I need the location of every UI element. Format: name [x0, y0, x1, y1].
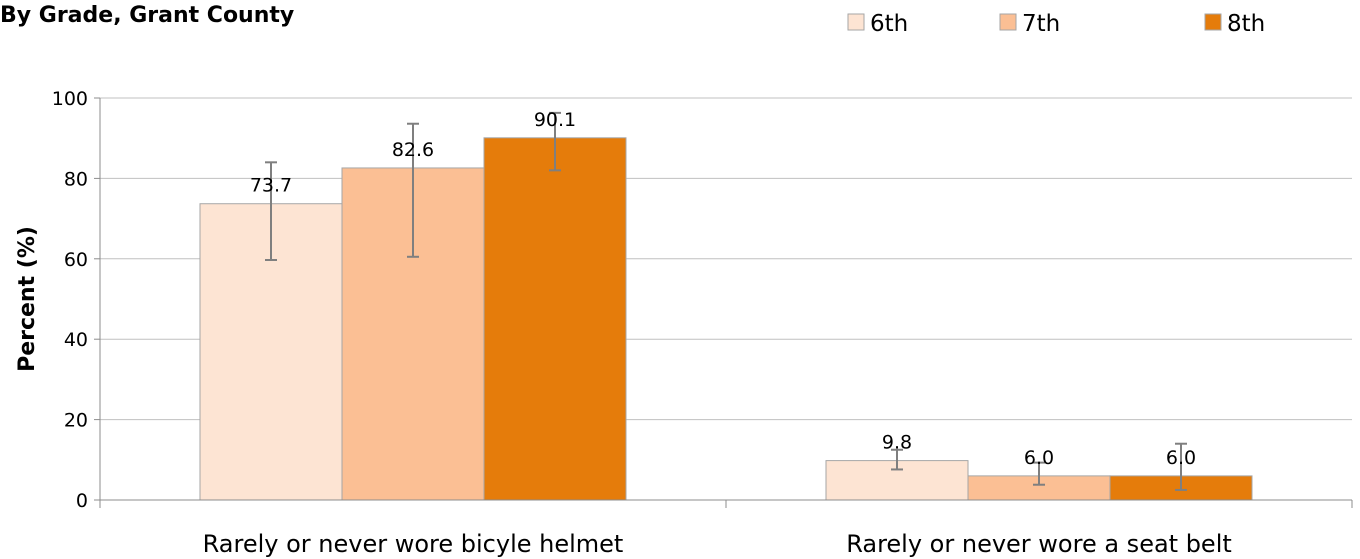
- bars: 73.7 82.6 90.1 9.8 6.0 6.0: [199, 109, 1253, 501]
- y-axis-ticks: 0 20 40 60 80 100: [52, 88, 100, 512]
- x-axis: [99, 98, 1353, 508]
- legend-swatch: [847, 13, 865, 31]
- legend-label: 8th: [1227, 11, 1265, 37]
- bar: [483, 137, 627, 501]
- legend-label: 6th: [870, 11, 908, 37]
- data-label: 82.6: [392, 139, 434, 161]
- legend-swatch: [1204, 13, 1222, 31]
- y-tick-label: 60: [64, 249, 88, 271]
- legend-label: 7th: [1022, 11, 1060, 37]
- y-tick-label: 20: [64, 410, 88, 432]
- y-tick-label: 100: [52, 88, 88, 110]
- legend-swatch: [999, 13, 1017, 31]
- y-axis-label: Percent (%): [15, 226, 40, 372]
- y-tick-label: 40: [64, 329, 88, 351]
- y-tick-label: 0: [76, 490, 88, 512]
- data-label: 90.1: [534, 109, 576, 131]
- data-label: 9.8: [882, 432, 912, 454]
- data-label: 73.7: [250, 175, 292, 197]
- legend: 6th 7th 8th: [847, 11, 1265, 37]
- category-labels: Rarely or never wore bicyle helmet Rarely…: [203, 530, 1232, 558]
- y-tick-label: 80: [64, 168, 88, 190]
- chart-title: By Grade, Grant County: [0, 3, 294, 28]
- data-label: 6.0: [1024, 447, 1054, 469]
- category-label: Rarely or never wore a seat belt: [846, 530, 1232, 558]
- category-label: Rarely or never wore bicyle helmet: [203, 530, 624, 558]
- data-label: 6.0: [1166, 447, 1196, 469]
